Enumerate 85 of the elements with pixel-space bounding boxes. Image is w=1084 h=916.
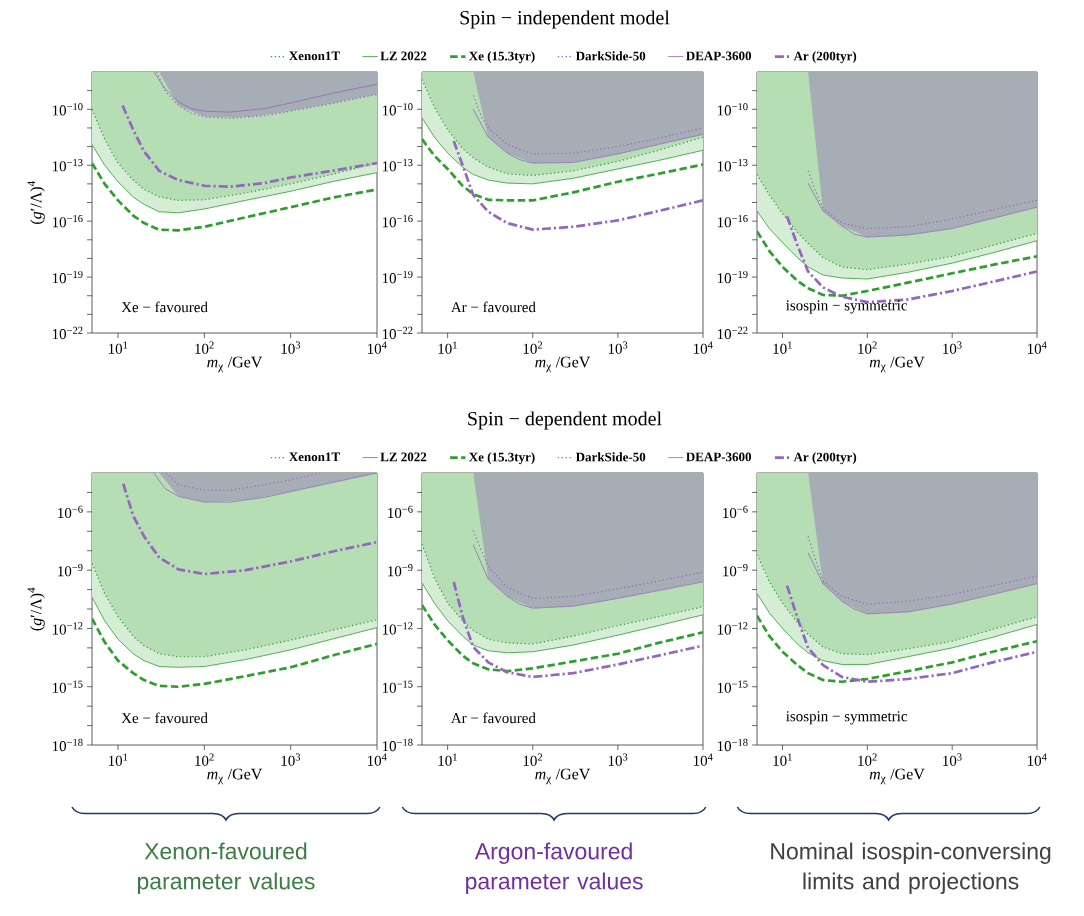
- x-tick-label: 10$^{3}$: [943, 341, 962, 354]
- y-tick-label: 10$^{−12}$: [717, 622, 748, 635]
- annotation: isospin − symmetric: [786, 711, 908, 725]
- x-tick-label: 10$^{2}$: [523, 753, 543, 766]
- text: Argon-favoured parameter values: [466, 842, 643, 894]
- y-tick-label: 10$^{−15}$: [717, 680, 748, 693]
- y-tick-label: 10$^{−16}$: [52, 215, 83, 228]
- x-tick-label: 10$^{2}$: [858, 341, 877, 354]
- y-axis-title: (g′/Λ)$^{4}$: [27, 181, 45, 224]
- x-axis-title: m$_{χ}$ /GeV: [207, 768, 263, 785]
- y-tick-label: 10$^{−10}$: [52, 103, 83, 116]
- x-tick-label: 10$^{2}$: [195, 341, 214, 354]
- annotation: Ar − favoured: [450, 712, 536, 724]
- x-tick-label: 10$^{4}$: [1027, 753, 1047, 766]
- y-tick-label: 10$^{−10}$: [382, 103, 413, 116]
- y-tick-label: 10$^{−15}$: [382, 680, 413, 693]
- y-tick-label: 10$^{−18}$: [382, 738, 413, 752]
- x-tick-label: 10$^{4}$: [367, 341, 387, 354]
- x-tick-label: 10$^{3}$: [281, 341, 301, 354]
- x-axis-title: m$_{χ}$ /GeV: [869, 356, 925, 373]
- y-tick-label: 10$^{−18}$: [717, 738, 748, 752]
- y-tick-label: 10$^{−6}$: [58, 505, 83, 519]
- legend-label: Xe (15.3tyr): [469, 452, 535, 465]
- x-tick-label: 10$^{2}$: [523, 341, 543, 354]
- x-tick-label: 10$^{1}$: [773, 341, 792, 354]
- x-axis-title: m$_{χ}$ /GeV: [869, 768, 925, 785]
- x-tick-label: 10$^{1}$: [438, 753, 457, 766]
- x-tick-label: 10$^{4}$: [693, 753, 713, 766]
- y-tick-label: 10$^{−10}$: [717, 103, 748, 116]
- x-axis-title: m$_{χ}$ /GeV: [207, 356, 263, 373]
- y-tick-label: 10$^{−13}$: [52, 159, 83, 172]
- legend-label: DEAP-3600: [686, 452, 752, 462]
- x-tick-label: 10$^{3}$: [281, 753, 301, 766]
- y-tick-label: 10$^{−15}$: [52, 680, 83, 693]
- y-tick-label: 10$^{−16}$: [717, 215, 748, 228]
- chart-title: Spin − independent model: [460, 10, 670, 29]
- legend-label: Xenon1T: [289, 452, 340, 462]
- x-tick-label: 10$^{4}$: [693, 341, 713, 354]
- legend-label: DEAP-3600: [686, 51, 752, 61]
- x-tick-label: 10$^{3}$: [608, 753, 628, 766]
- y-tick-label: 10$^{−22}$: [717, 326, 748, 340]
- y-axis-title: (g′/Λ)$^{4}$: [27, 587, 45, 631]
- x-tick-label: 10$^{3}$: [608, 341, 628, 354]
- y-tick-label: 10$^{−22}$: [52, 326, 83, 340]
- y-tick-label: 10$^{−22}$: [382, 326, 413, 340]
- x-tick-label: 10$^{3}$: [943, 753, 962, 766]
- legend-label: DarkSide-50: [575, 452, 646, 462]
- x-tick-label: 10$^{4}$: [1027, 341, 1047, 354]
- legend-label: Xe (15.3tyr): [469, 51, 535, 64]
- annotation: Xe − favoured: [121, 712, 208, 724]
- y-tick-label: 10$^{−13}$: [717, 159, 748, 172]
- y-tick-label: 10$^{−6}$: [388, 505, 413, 519]
- annotation: isospin − symmetric: [786, 300, 908, 314]
- chart-title: Spin − dependent model: [468, 411, 662, 430]
- y-tick-label: 10$^{−18}$: [52, 738, 83, 752]
- x-tick-label: 10$^{2}$: [858, 753, 877, 766]
- annotation: Ar − favoured: [450, 301, 536, 313]
- text: Nominal isospin-conversing limits and projections: [771, 842, 1051, 894]
- x-tick-label: 10$^{1}$: [108, 341, 128, 354]
- x-tick-label: 10$^{2}$: [195, 753, 214, 766]
- y-tick-label: 10$^{−9}$: [388, 564, 413, 577]
- legend-label: DarkSide-50: [575, 51, 646, 61]
- legend-label: LZ 2022: [380, 452, 427, 462]
- y-tick-label: 10$^{−9}$: [58, 564, 83, 577]
- legend-label: Xenon1T: [289, 51, 340, 61]
- legend-label: LZ 2022: [380, 51, 427, 61]
- y-tick-label: 10$^{−12}$: [382, 622, 413, 635]
- y-tick-label: 10$^{−19}$: [52, 270, 83, 284]
- x-tick-label: 10$^{1}$: [438, 341, 457, 354]
- y-tick-label: 10$^{−13}$: [382, 159, 413, 172]
- x-axis-title: m$_{χ}$ /GeV: [535, 768, 591, 785]
- x-axis-title: m$_{χ}$ /GeV: [535, 356, 591, 373]
- y-tick-label: 10$^{−19}$: [717, 270, 748, 284]
- legend-label: Ar (200tyr): [793, 452, 857, 465]
- y-tick-label: 10$^{−6}$: [723, 505, 748, 519]
- annotation: Xe − favoured: [121, 301, 208, 313]
- y-tick-label: 10$^{−12}$: [52, 622, 83, 635]
- y-tick-label: 10$^{−9}$: [723, 564, 748, 577]
- y-tick-label: 10$^{−16}$: [382, 215, 413, 228]
- x-tick-label: 10$^{1}$: [108, 753, 128, 766]
- text: Xenon-favoured parameter values: [137, 842, 315, 894]
- y-tick-label: 10$^{−19}$: [382, 270, 413, 284]
- x-tick-label: 10$^{4}$: [367, 753, 387, 766]
- legend-label: Ar (200tyr): [793, 51, 857, 64]
- x-tick-label: 10$^{1}$: [773, 753, 792, 766]
